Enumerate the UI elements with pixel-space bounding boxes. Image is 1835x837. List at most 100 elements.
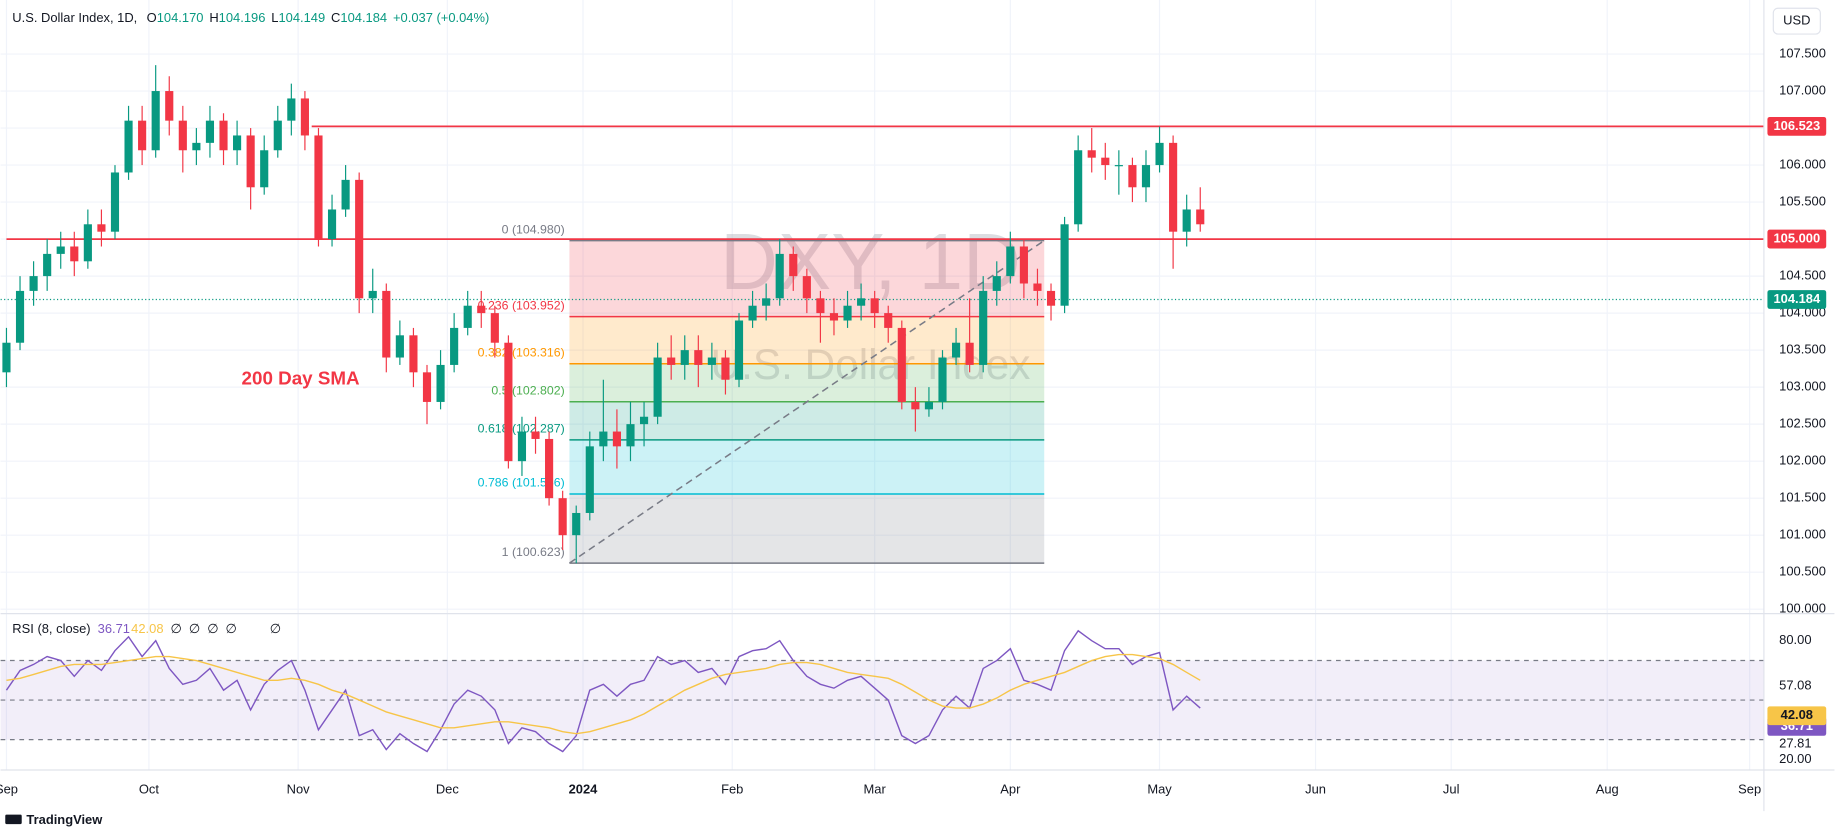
candle-body [884, 313, 893, 328]
candle-body [897, 327, 906, 402]
candle-body [843, 305, 852, 321]
candle-body [124, 120, 133, 173]
rsi-value: 42.08 [131, 622, 163, 637]
logo-mark [5, 814, 22, 825]
x-tick-label: Sep [0, 781, 18, 796]
currency-button[interactable] [1772, 7, 1821, 35]
rsi-title: RSI (8, close) [12, 622, 90, 637]
candle-body [626, 424, 635, 447]
brand: TradingView [26, 812, 103, 827]
candle-body [355, 179, 364, 299]
y-tick-label: 20.00 [1779, 751, 1811, 766]
candle-body [1101, 157, 1110, 166]
quote-key: C [331, 10, 340, 25]
y-tick-label: 105.500 [1779, 194, 1826, 209]
candle-body [938, 357, 947, 402]
candle-body [1033, 283, 1042, 291]
fib-zone [569, 363, 1045, 402]
candle-body [151, 91, 160, 151]
rsi-extra: ∅ [171, 622, 182, 637]
candle-body [829, 313, 839, 321]
fib-label: 0 (104.980) [502, 222, 565, 236]
candle-body [287, 98, 296, 121]
candle-body [612, 431, 621, 447]
candle-body [1128, 165, 1137, 188]
candle-body [219, 120, 228, 151]
y-tick-label: 106.000 [1779, 156, 1826, 171]
price-badge: 104.184 [1773, 291, 1821, 306]
candle-body [1006, 246, 1015, 277]
symbol: U.S. Dollar Index, 1D, [12, 10, 137, 25]
candle-body [951, 342, 961, 358]
rsi-extra: ∅ [189, 622, 200, 637]
candle-body [924, 401, 934, 410]
quote-key: H [209, 10, 218, 25]
candle-body [992, 276, 1001, 291]
candle-body [327, 209, 337, 240]
fib-label: 1 (100.623) [502, 545, 565, 559]
candle-body [273, 120, 282, 151]
candle-body [870, 298, 879, 314]
candle-body [97, 224, 106, 232]
candle-body [56, 246, 65, 254]
x-tick-label: Nov [287, 781, 311, 796]
x-tick-label: Mar [864, 781, 887, 796]
y-tick-label: 27.81 [1779, 735, 1811, 750]
candle-body [517, 431, 527, 462]
candle-body [694, 350, 703, 365]
price-badge-bg [1767, 116, 1827, 136]
candle-body [246, 135, 255, 188]
change: +0.037 (+0.04%) [393, 10, 489, 25]
candle-body [382, 290, 391, 358]
fib-label: 0.618 (102.287) [478, 422, 565, 436]
candle-body [599, 431, 608, 447]
price-badge-bg [1767, 229, 1827, 249]
watermark: U.S. Dollar Index [711, 341, 1031, 388]
candle-body [911, 401, 920, 410]
candle-body [545, 438, 554, 499]
candle-body [1169, 142, 1178, 232]
fib-zone [569, 316, 1045, 364]
rsi-badge: 42.08 [1781, 707, 1813, 722]
candle-body [178, 120, 187, 151]
candle-body [314, 135, 323, 240]
candle-body [233, 135, 242, 151]
candle-body [1114, 165, 1123, 167]
candle-body [585, 446, 594, 513]
candle-body [205, 120, 215, 143]
quote-value: 104.149 [278, 10, 325, 25]
fib-zone [569, 401, 1045, 440]
y-tick-label: 100.500 [1779, 564, 1826, 579]
fib-zone [569, 439, 1045, 495]
y-tick-label: 101.500 [1779, 490, 1826, 505]
rsi-line [5, 629, 1201, 753]
candle-body [450, 327, 459, 365]
candle-body [653, 357, 662, 417]
candle-body [409, 335, 418, 373]
rsi-header: RSI (8, close) 36.7142.08 ∅ ∅ ∅ ∅ ∅ [12, 622, 281, 637]
x-tick-label: Jun [1305, 781, 1326, 796]
x-tick-label: 2024 [569, 781, 599, 796]
fib-zone [569, 494, 1045, 564]
quote-value: 104.196 [219, 10, 266, 25]
candle-body [110, 172, 120, 232]
currency[interactable]: USD [1783, 13, 1810, 28]
candle-body [1074, 150, 1083, 225]
x-tick-label: Apr [1000, 781, 1021, 796]
trend-line [569, 239, 1045, 564]
candle-body [43, 253, 52, 277]
candle-body [341, 179, 350, 210]
quote-value: 104.170 [157, 10, 204, 25]
x-tick-label: Jul [1443, 781, 1460, 796]
candle-body [260, 150, 269, 188]
candle-body [368, 290, 377, 299]
candle-body [965, 342, 974, 365]
rsi-extra: ∅ [226, 622, 237, 637]
y-tick-label: 107.500 [1779, 45, 1826, 60]
candle-body [979, 290, 988, 365]
candle-body [504, 342, 513, 462]
candle-body [422, 372, 432, 402]
y-tick-label: 102.500 [1779, 416, 1826, 431]
